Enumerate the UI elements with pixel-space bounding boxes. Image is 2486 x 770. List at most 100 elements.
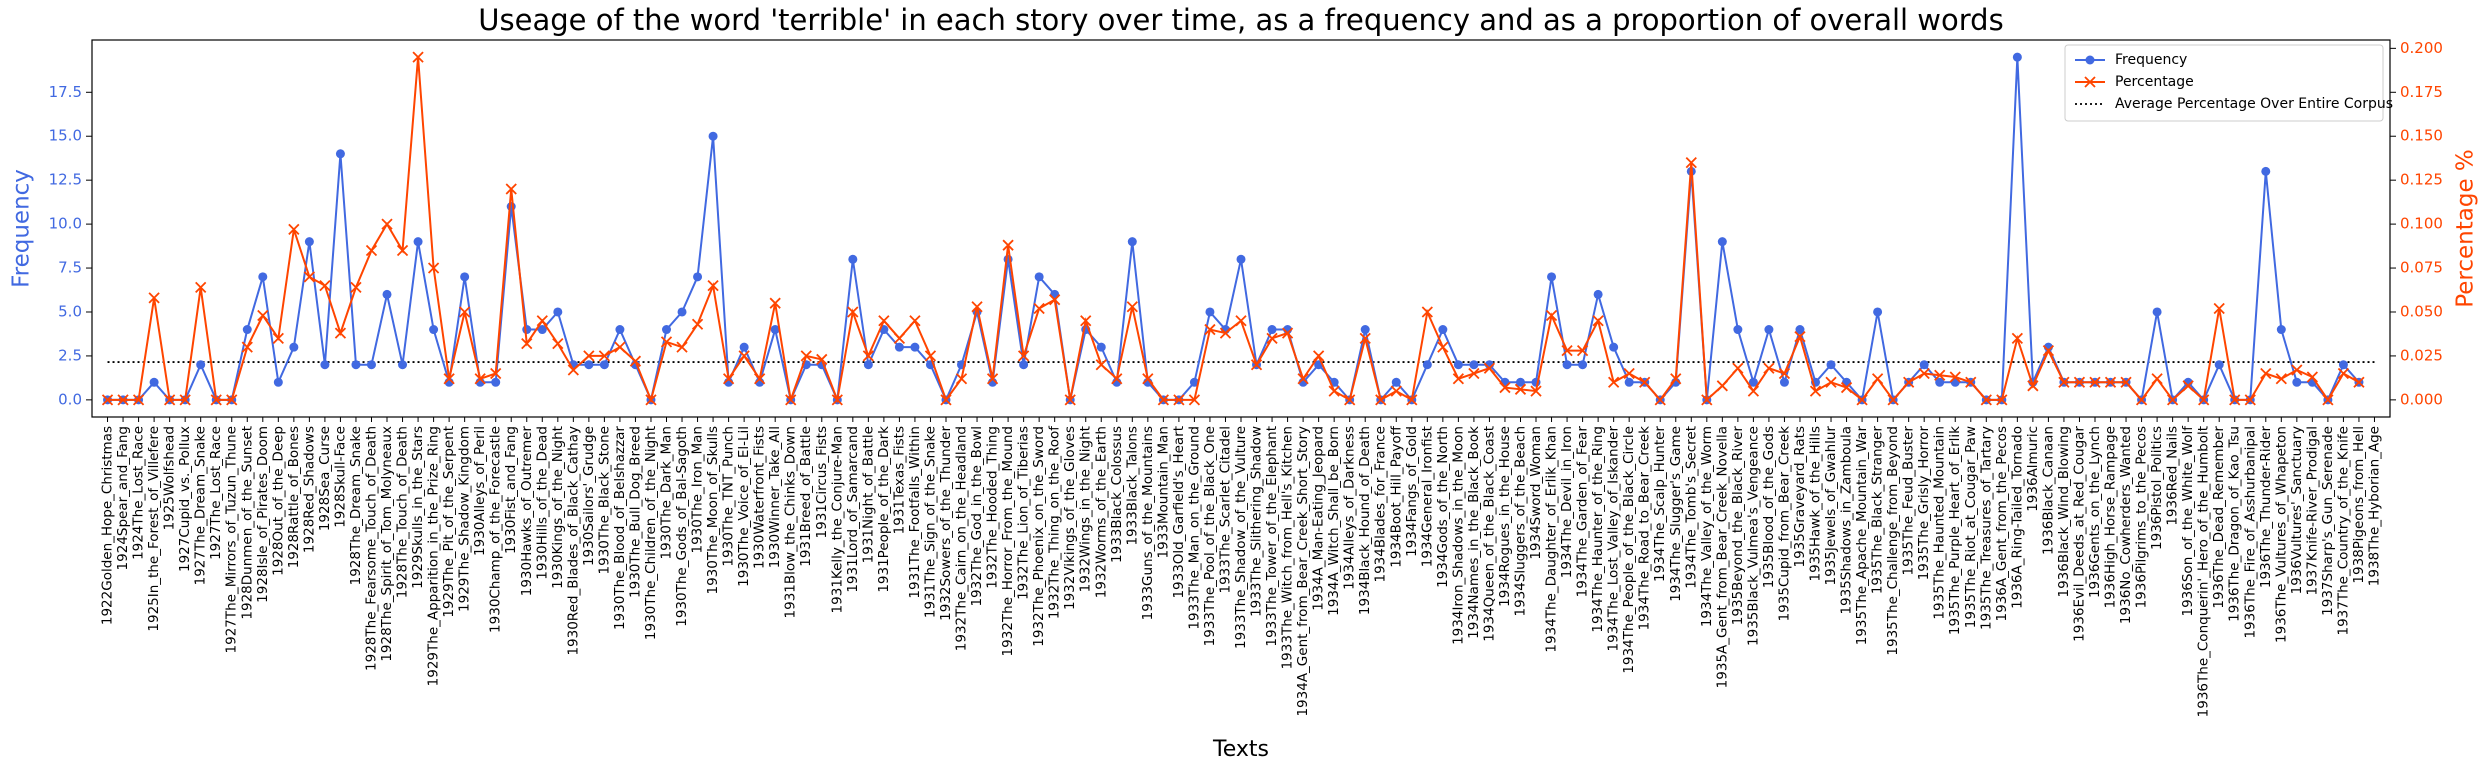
x-tick-label: 1936The_Fire_of_Asshurbanipal — [2242, 426, 2258, 639]
point — [863, 360, 873, 370]
chart-title: Useage of the word 'terrible' in each st… — [478, 3, 2003, 37]
x-tick-label: 1934The_Valley_of_the_Worm — [1699, 426, 1715, 627]
x-tick-label: 1937The_Country_of_the_Knife — [2335, 426, 2351, 635]
x-tick-label: 1935The_Apache_Mountain_War — [1854, 426, 1870, 646]
point — [2011, 332, 2023, 344]
point — [940, 394, 952, 406]
point — [1142, 373, 1154, 385]
point — [1530, 385, 1542, 397]
point — [1856, 394, 1868, 406]
point — [1095, 359, 1107, 371]
x-tick-label: 1936Red_Nails — [2165, 426, 2181, 526]
point — [722, 373, 735, 385]
point — [2182, 380, 2194, 392]
point — [1468, 367, 1480, 380]
point — [676, 341, 688, 353]
point — [351, 360, 361, 370]
point — [2166, 394, 2179, 406]
x-tick-label: 1924The_Lost_Race — [131, 426, 147, 560]
point — [2338, 360, 2348, 370]
x-tick-label: 1934The_Tomb's_Secret — [1683, 426, 1699, 589]
point — [2198, 394, 2210, 406]
x-tick-label: 1928Sea_Curse — [317, 426, 333, 531]
x-tick-label: 1928Rattle_of_Bones — [286, 426, 302, 568]
x-tick-label: 1934Blades_for_France — [1373, 426, 1389, 583]
point — [1421, 306, 1433, 318]
point — [1873, 307, 1883, 317]
x-tick-label: 1934Alleys_of_Darkness — [1342, 426, 1358, 590]
point — [366, 360, 376, 370]
x-tick-label: 1929Skulls_in_the_Stars — [410, 426, 426, 589]
point — [816, 353, 828, 366]
x-tick-label: 1933Black_Colossus — [1109, 426, 1125, 563]
point — [132, 394, 145, 406]
x-tick-label: 1933Guns_of_the_Mountains — [1140, 426, 1156, 620]
y-tick-label: 2.5 — [58, 346, 82, 364]
point — [382, 289, 392, 299]
x-tick-label: 1934The_Scalp_Hunter — [1652, 426, 1668, 582]
series-line — [107, 57, 2360, 404]
x-tick-label: 1935The_Black_Stranger — [1870, 426, 1886, 595]
point — [1934, 369, 1946, 381]
x-tick-label: 1932Sowers_of_the_Thunder — [938, 426, 954, 621]
legend-marker — [2085, 55, 2095, 65]
x-tick-label: 1931Lord_of_Samarcand — [845, 426, 861, 593]
x-tick-label: 1930Alleys_of_Peril — [472, 426, 488, 556]
x-tick-label: 1927The_Mirrors_of_Tuzun_Thune — [224, 426, 240, 653]
x-tick-label: 1937Knife-River_Prodigal — [2304, 426, 2320, 596]
point — [1809, 385, 1822, 397]
legend-label: Frequency — [2115, 52, 2187, 68]
x-tick-label: 1930Sailors'_Grudge — [581, 426, 597, 566]
x-tick-label: 1935A_Gent_from_Bear_Creek_Novella — [1714, 426, 1730, 688]
point — [707, 279, 719, 292]
x-tick-label: 1936Pistol_Politics — [2149, 426, 2165, 550]
x-tick-label: 1933The_Scarlet_Citadel — [1217, 426, 1233, 594]
point — [1592, 315, 1604, 327]
point — [1826, 360, 1836, 370]
point — [536, 315, 548, 327]
x-tick-label: 1930Champ_of_the_Forecastle — [488, 426, 504, 633]
point — [1453, 360, 1463, 370]
point — [1733, 325, 1743, 335]
x-tick-label: 1931Night_of_Battle — [860, 426, 876, 563]
point — [1576, 345, 1589, 357]
point — [971, 301, 983, 313]
x-tick-label: 1935Blood_of_the_Gods — [1761, 426, 1777, 588]
point — [1033, 302, 1045, 315]
point — [615, 325, 625, 335]
point — [1219, 327, 1232, 339]
x-tick-label: 1935The_Grisly_Horror — [1916, 426, 1932, 581]
x-tick-label: 1925Wolfshead — [162, 426, 178, 530]
y-tick-label: 0.0 — [58, 390, 82, 408]
plot-frame — [91, 39, 2391, 418]
x-tick-label: 1936High_Horse_Rampage — [2103, 426, 2119, 608]
point — [1561, 345, 1573, 357]
point — [2135, 394, 2148, 406]
point — [986, 373, 999, 385]
point — [2291, 364, 2303, 376]
point — [1019, 360, 1029, 370]
x-tick-label: 1935Hawk_of_the_Hills — [1808, 426, 1824, 582]
x-tick-label: 1930Winner_Take_All — [767, 426, 783, 568]
x-tick-label: 1938Pigeons_from_Hell — [2351, 426, 2367, 584]
point — [257, 309, 269, 322]
point — [1748, 377, 1758, 387]
x-tick-label: 1930Kings_of_the_Night — [550, 426, 566, 589]
point — [1064, 394, 1076, 406]
x-tick-label: 1930The_Bull_Dog_Breed — [627, 426, 643, 598]
y-tick-label: 7.5 — [58, 259, 82, 277]
x-tick-label: 1935The_Treasures_of_Tartary — [1978, 426, 1994, 630]
point — [1578, 360, 1588, 370]
point — [584, 360, 594, 370]
point — [2120, 376, 2132, 388]
point — [1903, 376, 1915, 388]
point — [1763, 362, 1775, 374]
point — [1717, 237, 1727, 247]
x-tick-label: 1933The_Shadow_of_the_Vulture — [1233, 426, 1249, 649]
x-tick-label: 1936The_Conquerin'_Hero_of_the_Humbolt — [2196, 426, 2212, 717]
x-tick-label: 1936Black_Wind_Blowing — [2056, 426, 2072, 598]
x-tick-label: 1931Kelly_the_Conjure-Man — [829, 426, 845, 613]
point — [629, 355, 642, 367]
point — [924, 350, 937, 362]
point — [1204, 323, 1216, 336]
